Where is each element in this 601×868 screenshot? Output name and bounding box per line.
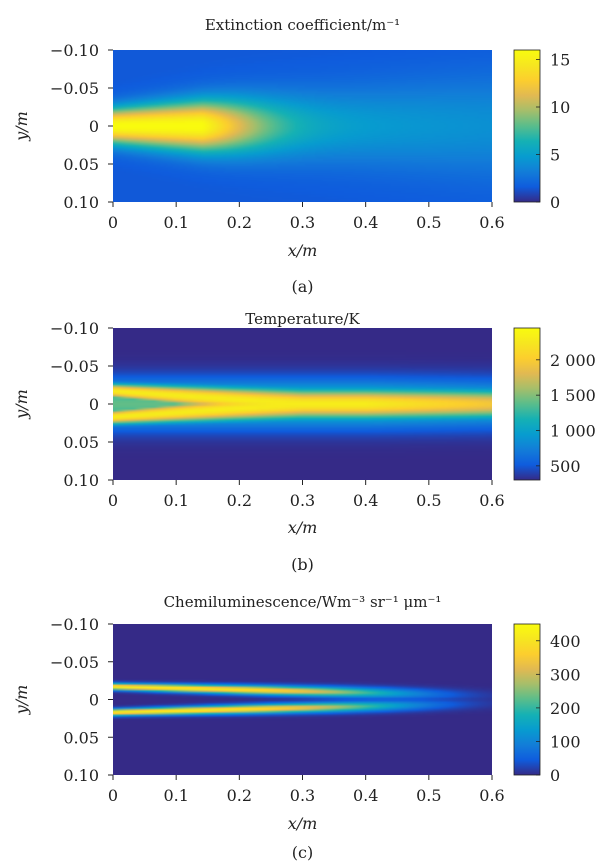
heatmap-image: [113, 328, 492, 480]
x-tick-label: 0.2: [227, 786, 252, 805]
y-axis-label: y/m: [12, 685, 31, 716]
colorbar-tick-label: 200: [550, 699, 581, 718]
colorbar-tick-label: 2 000: [550, 351, 596, 370]
x-axis-label: x/m: [288, 241, 318, 260]
colorbar: [513, 327, 541, 481]
x-tick-label: 0.4: [353, 786, 378, 805]
y-tick-label: −0.05: [50, 357, 99, 376]
chart-title: Temperature/K: [245, 310, 360, 328]
panel-label: (b): [291, 555, 314, 574]
x-tick-label: 0: [108, 786, 118, 805]
x-tick-label: 0.1: [163, 786, 188, 805]
y-tick-label: 0.05: [63, 433, 99, 452]
y-tick-label: 0: [89, 117, 99, 136]
x-axis-label: x/m: [288, 814, 318, 833]
heatmap-image: [113, 624, 492, 775]
x-tick-label: 0.5: [416, 786, 441, 805]
heatmap-image: [113, 50, 492, 202]
y-tick-label: 0.05: [63, 728, 99, 747]
colorbar-tick-label: 100: [550, 732, 581, 751]
x-tick-label: 0.6: [479, 786, 504, 805]
x-tick-label: 0.6: [479, 491, 504, 510]
x-tick-label: 0.4: [353, 213, 378, 232]
x-tick-label: 0.3: [290, 213, 315, 232]
panel-c: Chemiluminescence/Wm⁻³ sr⁻¹ μm⁻¹ 0 0.1 0.2 0…: [12, 593, 581, 862]
colorbar-tick-label: 5: [550, 146, 560, 165]
y-tick-label: 0.05: [63, 155, 99, 174]
colorbar-tick-label: 15: [550, 51, 570, 70]
x-tick-label: 0.5: [416, 213, 441, 232]
x-tick-label: 0.1: [163, 213, 188, 232]
y-tick-label: −0.05: [50, 653, 99, 672]
colorbar-tick-label: 1 000: [550, 422, 596, 441]
y-tick-label: 0.10: [63, 193, 99, 212]
x-tick-label: 0.3: [290, 786, 315, 805]
colorbar-tick-label: 10: [550, 98, 570, 117]
panel-label: (c): [292, 843, 313, 862]
x-tick-label: 0: [108, 213, 118, 232]
colorbar: [513, 623, 541, 776]
colorbar: [513, 49, 541, 203]
colorbar-tick-label: 1 500: [550, 386, 596, 405]
x-tick-label: 0.2: [227, 213, 252, 232]
y-tick-label: 0: [89, 395, 99, 414]
colorbar-tick-label: 0: [550, 193, 560, 212]
y-tick-label: −0.10: [50, 319, 99, 338]
x-tick-label: 0.4: [353, 491, 378, 510]
colorbar-tick-label: 400: [550, 632, 581, 651]
x-tick-label: 0.2: [227, 491, 252, 510]
y-tick-label: 0.10: [63, 471, 99, 490]
x-tick-label: 0.6: [479, 213, 504, 232]
y-tick-label: 0: [89, 691, 99, 710]
chart-title: Extinction coefficient/m⁻¹: [205, 16, 400, 34]
x-tick-label: 0: [108, 491, 118, 510]
panel-a: Extinction coefficient/m⁻¹ 0 0.1 0.2 0.3 0.4 0…: [12, 16, 570, 296]
panel-label: (a): [291, 277, 313, 296]
panel-b: Temperature/K 0 0.1 0.2 0.3 0.4 0.5 0.6 −0.10 −0.…: [12, 310, 596, 574]
y-tick-label: −0.05: [50, 79, 99, 98]
x-tick-label: 0.3: [290, 491, 315, 510]
colorbar-tick-label: 0: [550, 766, 560, 785]
x-tick-label: 0.5: [416, 491, 441, 510]
y-tick-label: −0.10: [50, 615, 99, 634]
y-axis-label: y/m: [12, 389, 31, 420]
x-tick-label: 0.1: [163, 491, 188, 510]
colorbar-tick-label: 500: [550, 457, 581, 476]
y-tick-label: 0.10: [63, 766, 99, 785]
y-tick-label: −0.10: [50, 41, 99, 60]
y-axis-label: y/m: [12, 111, 31, 142]
chart-title: Chemiluminescence/Wm⁻³ sr⁻¹ μm⁻¹: [164, 593, 442, 611]
colorbar-tick-label: 300: [550, 665, 581, 684]
x-axis-label: x/m: [288, 518, 318, 537]
